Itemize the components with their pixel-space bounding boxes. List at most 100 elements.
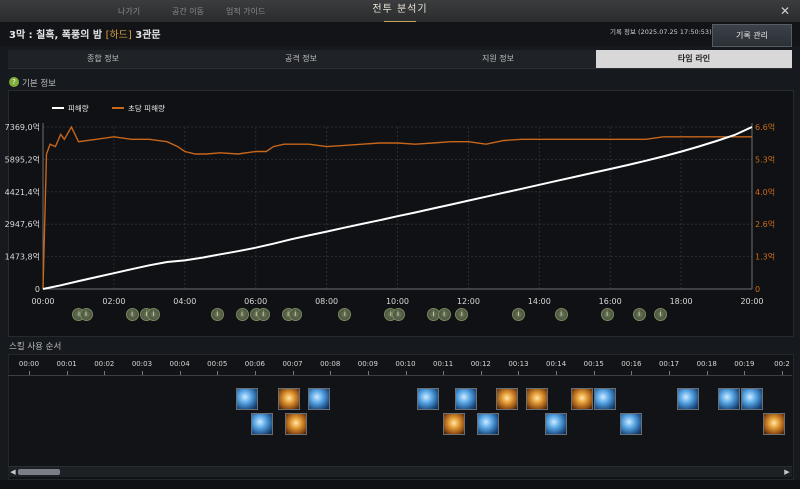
skill-icon-blue-arc[interactable] — [477, 413, 500, 435]
info-marker-icon[interactable]: i — [391, 308, 405, 321]
skill-icon-blue-crescent[interactable] — [740, 388, 763, 410]
info-marker-icon[interactable]: i — [437, 308, 451, 321]
info-marker-icon[interactable]: i — [632, 308, 646, 321]
scroll-thumb[interactable] — [18, 469, 60, 475]
skill-timeline-ruler: 00:00 00:01 00:02 00:03 00:04 00:05 00:06 00:07… — [8, 360, 792, 376]
x-tick-label: 06:00 — [244, 297, 267, 306]
series-line-dps — [42, 125, 752, 290]
stage-title: 3막 : 칠흑, 폭풍의 밤 [하드] 3관문 — [9, 26, 161, 41]
record-manage-button[interactable]: 기록 관리 — [712, 24, 792, 47]
skill-icon-blue-swirl[interactable] — [545, 413, 568, 435]
x-tick-label: 12:00 — [457, 297, 480, 306]
info-marker-icon[interactable]: i — [146, 308, 160, 321]
skill-icon-blue-burst[interactable] — [236, 388, 259, 410]
info-marker-icon[interactable]: i — [256, 308, 270, 321]
tab-timeline[interactable]: 타임 라인 — [596, 50, 792, 68]
skill-tick-mark — [782, 371, 783, 375]
skill-time-tick: 00:19 — [734, 360, 755, 368]
info-marker-icon[interactable]: i — [455, 308, 469, 321]
skill-tick-mark — [217, 371, 219, 375]
info-marker-icon[interactable]: i — [338, 308, 352, 321]
close-icon[interactable]: ✕ — [779, 4, 791, 18]
skill-icon-blue-wave[interactable] — [417, 388, 440, 410]
skill-tick-mark — [29, 371, 30, 375]
skill-time-tick: 00:05 — [207, 360, 228, 368]
x-tick-label: 16:00 — [599, 297, 622, 306]
x-axis: 00:00 02:00 04:00 06:00 08:00 10:00 12:00 14:00… — [31, 297, 763, 306]
info-marker-icon[interactable]: i — [554, 308, 568, 321]
skill-icon-blue-lance[interactable] — [620, 413, 643, 435]
difficulty-badge: [하드] — [105, 30, 132, 41]
skill-time-tick: 00:10 — [395, 360, 416, 368]
header-bar — [0, 22, 800, 46]
info-marker-icon[interactable]: i — [653, 308, 667, 321]
skill-icon-blue-orb[interactable] — [594, 388, 617, 410]
skill-icon-blue-spiral[interactable] — [676, 388, 699, 410]
horizontal-scrollbar[interactable]: ◀ ▶ — [8, 466, 792, 477]
info-marker-icon[interactable]: i — [600, 308, 614, 321]
skill-time-tick: 00:11 — [433, 360, 454, 368]
legend-label-dps: 초당 피해량 — [128, 103, 165, 113]
skill-icon-blue-strike[interactable] — [251, 413, 274, 435]
skill-time-tick: 00:13 — [508, 360, 529, 368]
skill-tick-mark — [706, 371, 708, 375]
info-marker-icon[interactable]: i — [125, 308, 139, 321]
skill-time-tick: 00:08 — [320, 360, 341, 368]
skill-icon-orange-cross[interactable] — [443, 413, 466, 435]
info-marker-icon[interactable]: i — [512, 308, 526, 321]
skill-tick-mark — [480, 371, 482, 375]
skill-tick-mark — [669, 371, 671, 375]
stage-name: 3막 : 칠흑, 폭풍의 밤 — [9, 30, 103, 41]
skill-icon-orange-spear[interactable] — [277, 388, 300, 410]
x-tick-label: 00:00 — [31, 297, 54, 306]
tab-attack[interactable]: 공격 정보 — [285, 54, 317, 63]
skill-icon-blue-slash[interactable] — [307, 388, 330, 410]
x-tick-label: 02:00 — [102, 297, 125, 306]
skill-time-tick: 00:00 — [18, 360, 40, 368]
skill-icon-orange-pillar[interactable] — [496, 388, 519, 410]
tab-overview[interactable]: 종합 정보 — [87, 54, 119, 63]
y-tick-right: 1.3억 — [755, 252, 775, 262]
skill-time-tick: 00:14 — [546, 360, 567, 368]
skill-icon-blue-wing[interactable] — [718, 388, 741, 410]
basic-info-label: 기본 정보 — [22, 79, 56, 89]
skill-tick-mark — [104, 371, 106, 375]
info-marker-icon[interactable]: i — [79, 308, 93, 321]
y-tick-right: 0 — [755, 285, 760, 294]
skill-icon-blue-sweep[interactable] — [454, 388, 477, 410]
skill-time-tick: 00:15 — [583, 360, 604, 368]
y-tick-right: 4.0억 — [755, 187, 775, 197]
title-ornament — [384, 17, 416, 22]
x-tick-label: 04:00 — [173, 297, 196, 306]
y-axis-right: 0 1.3억 2.6억 4.0억 5.3억 6.6억 — [755, 122, 775, 294]
skill-icon-orange-gate[interactable] — [763, 413, 786, 435]
skill-time-tick: 00:07 — [282, 360, 303, 368]
x-tick-label: 18:00 — [670, 297, 693, 306]
skill-icon-orange-blast[interactable] — [571, 388, 594, 410]
x-tick-label: 10:00 — [386, 297, 409, 306]
skill-time-tick: 00:04 — [169, 360, 190, 368]
skill-icon-orange-flame[interactable] — [526, 388, 549, 410]
chart-grid — [42, 123, 753, 290]
info-marker-icon[interactable]: i — [288, 308, 302, 321]
y-tick-left: 4421,4억 — [5, 187, 40, 197]
info-marker-icon[interactable]: i — [210, 308, 224, 321]
info-marker-icon[interactable]: i — [235, 308, 249, 321]
scroll-left-icon[interactable]: ◀ — [10, 468, 16, 476]
scroll-right-icon[interactable]: ▶ — [784, 468, 790, 476]
damage-chart: 피해량 초당 피해량 0 1473,8억 2947,6억 4421,4억 5895,2억… — [5, 103, 775, 306]
timeline-markers: iiiiiiiiiiiiiiiiiiiiii — [0, 308, 800, 322]
skill-tick-mark — [518, 371, 520, 375]
tab-support[interactable]: 지원 정보 — [482, 54, 514, 63]
y-tick-left: 0 — [35, 285, 40, 294]
x-tick-label: 14:00 — [528, 297, 551, 306]
record-info: 기록 정보 (2025.07.25 17:50:53) — [610, 28, 712, 36]
help-icon[interactable]: ? — [9, 77, 19, 87]
skill-time-tick: 00:09 — [357, 360, 378, 368]
skill-icon-orange-seal[interactable] — [285, 413, 308, 435]
skill-time-tick: 00:02 — [94, 360, 115, 368]
skill-tick-mark — [405, 371, 407, 375]
y-tick-left: 7369,0억 — [5, 122, 40, 132]
skill-tick-mark — [556, 371, 558, 375]
skill-time-tick: 00:06 — [244, 360, 265, 368]
